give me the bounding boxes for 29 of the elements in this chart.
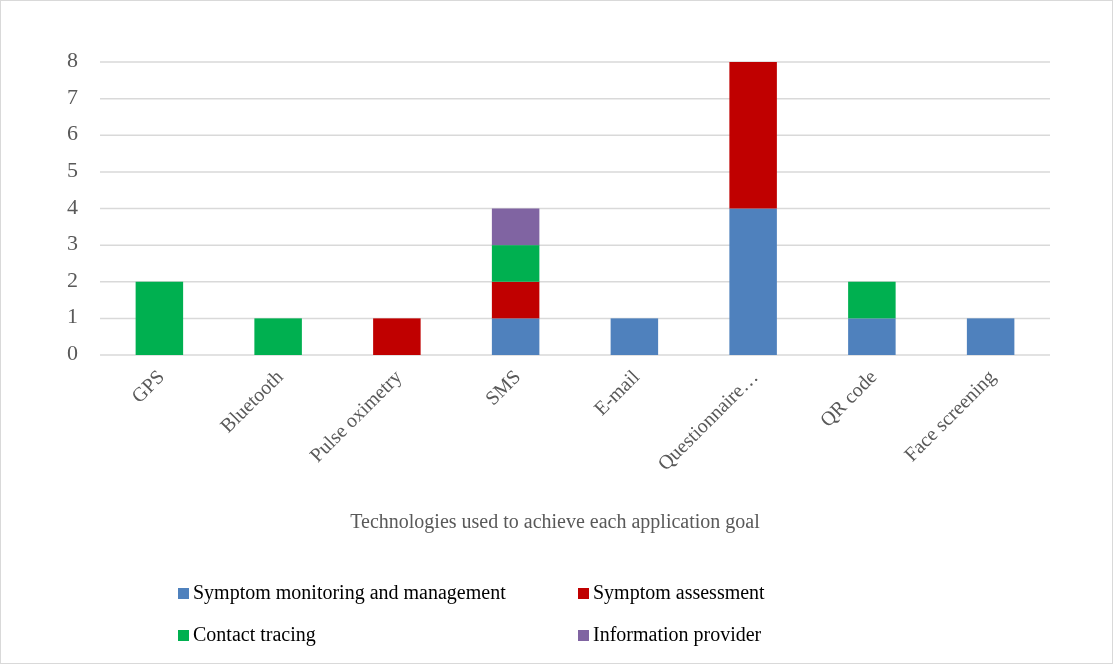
y-tick-label: 7 <box>67 83 78 109</box>
legend-label: Symptom assessment <box>593 580 766 604</box>
legend-label: Contact tracing <box>193 622 316 646</box>
bar <box>491 245 540 282</box>
bar <box>848 318 896 355</box>
legend-label: Symptom monitoring and management <box>193 580 507 604</box>
bar <box>373 318 421 355</box>
bar <box>491 318 540 355</box>
bar <box>729 62 777 209</box>
y-tick-label: 1 <box>67 303 78 329</box>
bar <box>966 318 1015 355</box>
bar <box>729 208 777 355</box>
y-tick-label: 2 <box>67 266 78 292</box>
y-tick-label: 6 <box>67 120 78 146</box>
bar <box>491 208 540 246</box>
y-tick-label: 0 <box>67 340 78 366</box>
bar <box>491 281 540 319</box>
bar <box>135 281 184 355</box>
y-tick-label: 4 <box>67 193 78 219</box>
y-tick-label: 5 <box>67 156 78 182</box>
legend-label: Information provider <box>593 622 762 646</box>
bar <box>610 318 659 355</box>
bar <box>254 318 302 355</box>
x-tick-label: GPS <box>126 365 169 407</box>
y-tick-label: 8 <box>67 47 78 73</box>
y-tick-label: 3 <box>67 230 78 256</box>
bar <box>848 281 896 319</box>
x-tick-label: QR code <box>815 365 881 431</box>
x-axis-title: Technologies used to achieve each application goal <box>350 510 761 533</box>
